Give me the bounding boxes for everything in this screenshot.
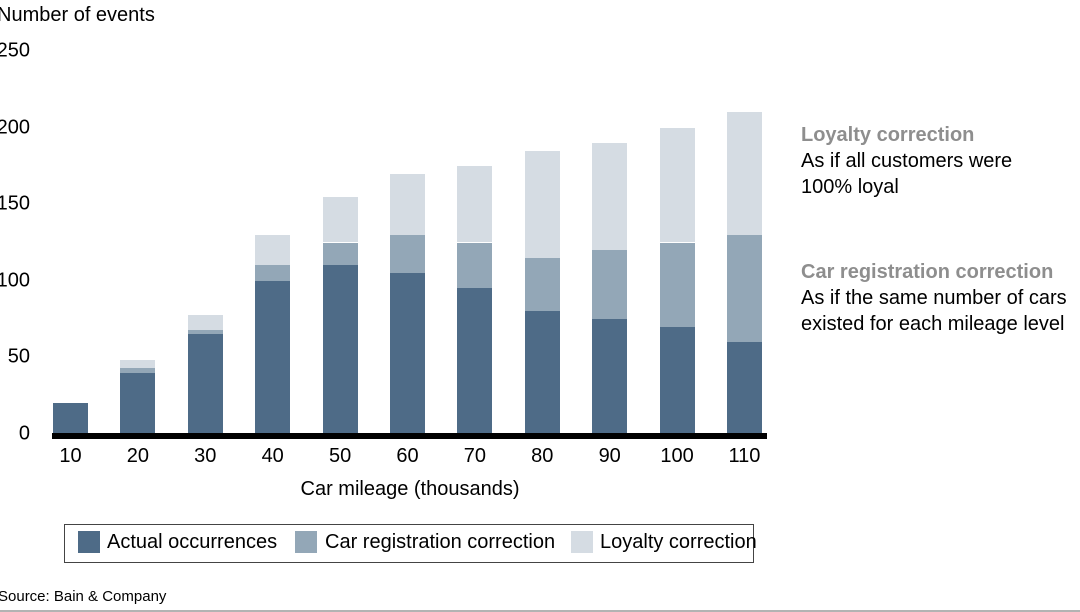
bar-segment — [592, 142, 628, 251]
bar-segment — [524, 257, 560, 312]
source-attribution: Source: Bain & Company — [0, 588, 167, 605]
bar-segment — [53, 403, 88, 434]
y-axis-tick-label: 50 — [7, 345, 30, 368]
bar-segment — [727, 112, 762, 235]
x-axis-tick-label: 60 — [396, 445, 419, 467]
x-axis-tick-label: 30 — [194, 445, 217, 467]
annotation-loyalty-line1: As if all customers were — [801, 150, 1013, 172]
annotation-registration-title: Car registration correction — [801, 261, 1054, 283]
legend-swatch-actual-occurrences — [78, 531, 100, 553]
annotation-registration-line1: As if the same number of cars — [801, 287, 1067, 309]
legend-label-car-registration-correction: Car registration correction — [325, 531, 556, 553]
bar-segment — [322, 196, 358, 243]
bar-segment — [659, 242, 695, 327]
bar-segment — [255, 280, 291, 434]
y-axis-tick-label: 100 — [0, 269, 30, 292]
x-axis-tick-label: 10 — [59, 445, 82, 467]
y-axis-tick-label: 150 — [0, 192, 30, 215]
bar-segment — [524, 311, 560, 434]
x-axis-line — [52, 433, 767, 439]
x-axis-tick-label: 90 — [598, 445, 621, 467]
bar-segment — [187, 314, 223, 330]
y-axis-tick-label: 200 — [0, 116, 30, 139]
bar-segment — [322, 265, 358, 434]
bottom-divider-line — [0, 610, 1080, 612]
annotation-registration-line2: existed for each mileage level — [801, 313, 1065, 335]
x-axis-tick-label: 110 — [728, 445, 761, 467]
bar-segment — [322, 242, 358, 266]
x-axis-tick-label: 100 — [660, 445, 694, 467]
bar-segment — [727, 342, 762, 434]
bar-segment — [659, 326, 695, 434]
bar-segment — [120, 360, 156, 369]
bar-segment — [390, 273, 425, 434]
legend-swatch-loyalty-correction — [571, 531, 593, 553]
bar-segment — [255, 234, 291, 266]
bar-segment — [187, 329, 223, 335]
annotation-loyalty-correction: Loyalty correction As if all customers w… — [801, 122, 1080, 200]
bar-segment — [524, 150, 560, 258]
x-axis-tick-label: 80 — [531, 445, 554, 467]
bar-segment — [592, 250, 628, 320]
y-axis-tick-label: 250 — [0, 39, 30, 62]
legend-swatch-car-registration-correction — [295, 531, 317, 553]
annotation-loyalty-title: Loyalty correction — [801, 124, 975, 146]
bar-segment — [255, 265, 291, 281]
annotation-car-registration-correction: Car registration correction As if the sa… — [801, 259, 1080, 337]
bar-segment — [727, 234, 762, 343]
x-axis-tick-label: 50 — [328, 445, 352, 467]
x-axis-title: Car mileage (thousands) — [300, 478, 520, 500]
annotation-loyalty-line2: 100% loyal — [801, 176, 899, 198]
y-axis-tick-label: 0 — [18, 422, 30, 445]
legend-box — [64, 524, 754, 563]
bar-segment — [457, 242, 493, 289]
bar-segment — [659, 127, 695, 243]
legend-label-loyalty-correction: Loyalty correction — [600, 531, 757, 553]
x-axis-tick-label: 20 — [126, 445, 150, 467]
bar-segment — [390, 234, 425, 274]
x-axis-tick-label: 40 — [261, 445, 284, 467]
chart-title: Number of events — [0, 4, 155, 26]
x-axis-tick-label: 70 — [463, 445, 487, 467]
bar-segment — [390, 173, 425, 235]
bar-segment — [120, 368, 156, 373]
bar-segment — [187, 334, 223, 434]
legend-label-actual-occurrences: Actual occurrences — [107, 531, 278, 553]
bar-segment — [457, 165, 493, 243]
bar-segment — [592, 319, 628, 434]
bar-segment — [457, 288, 493, 434]
bar-segment — [120, 372, 156, 434]
